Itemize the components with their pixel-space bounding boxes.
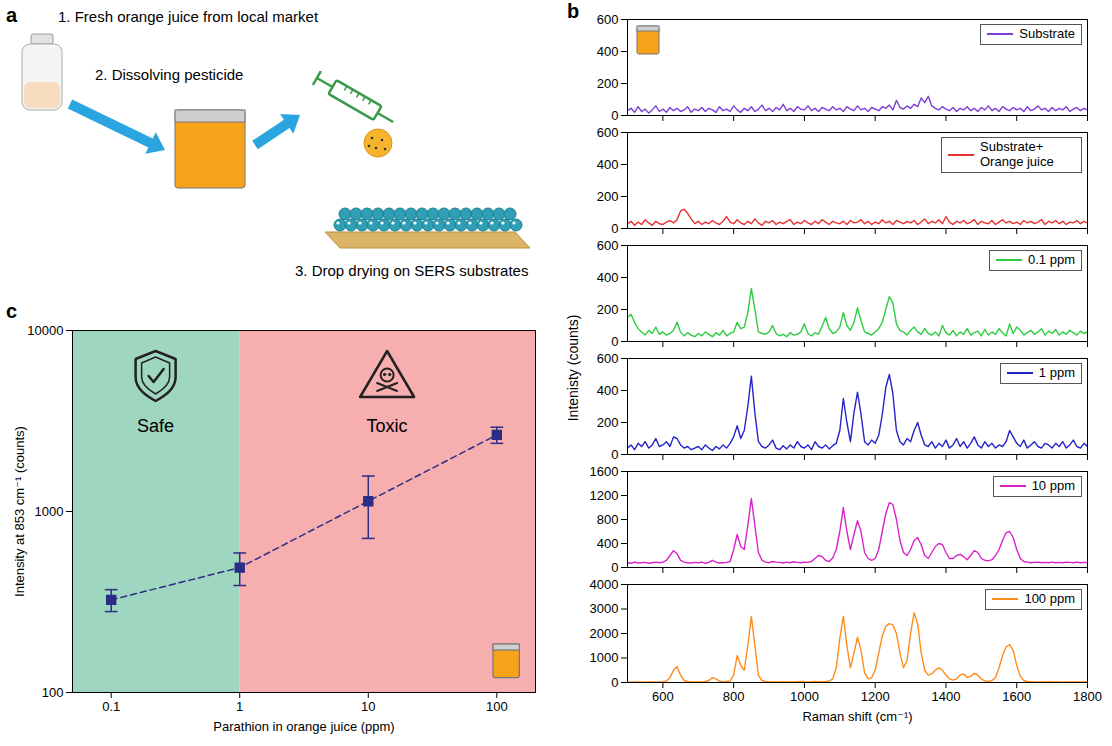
- svg-text:10000: 10000: [27, 323, 63, 338]
- html-text:Substrate: Substrate: [1019, 26, 1075, 41]
- svg-text:1: 1: [236, 699, 243, 714]
- svg-text:200: 200: [597, 189, 619, 204]
- html-text:10 ppm: 10 ppm: [1031, 478, 1075, 493]
- svg-text:600: 600: [597, 238, 619, 253]
- svg-text:3. Drop drying on SERS substra: 3. Drop drying on SERS substrates: [295, 262, 528, 279]
- html-text:100 ppm: 100 ppm: [1024, 591, 1075, 606]
- svg-text:Toxic: Toxic: [367, 416, 408, 436]
- svg-text:0.1: 0.1: [102, 699, 120, 714]
- svg-text:600: 600: [597, 351, 619, 366]
- svg-text:3000: 3000: [590, 601, 619, 616]
- svg-text:600: 600: [652, 689, 674, 704]
- svg-text:Raman shift (cm⁻¹): Raman shift (cm⁻¹): [802, 709, 912, 724]
- svg-text:800: 800: [597, 512, 619, 527]
- svg-text:600: 600: [597, 12, 619, 27]
- svg-text:0: 0: [611, 108, 618, 123]
- svg-text:4000: 4000: [590, 577, 619, 592]
- svg-text:Safe: Safe: [137, 416, 174, 436]
- svg-text:0: 0: [611, 334, 618, 349]
- svg-text:Intenisty (counts): Intenisty (counts): [565, 315, 581, 422]
- svg-text:1000: 1000: [35, 504, 64, 519]
- svg-text:2. Dissolving pesticide: 2. Dissolving pesticide: [95, 66, 243, 83]
- svg-text:1000: 1000: [790, 689, 819, 704]
- svg-text:0: 0: [611, 560, 618, 575]
- svg-text:400: 400: [597, 270, 619, 285]
- svg-text:800: 800: [723, 689, 745, 704]
- svg-text:400: 400: [597, 383, 619, 398]
- svg-text:0: 0: [611, 221, 618, 236]
- svg-text:400: 400: [597, 536, 619, 551]
- svg-text:1400: 1400: [932, 689, 961, 704]
- svg-text:100: 100: [42, 685, 64, 700]
- svg-text:2000: 2000: [590, 626, 619, 641]
- html-text:Substrate+ Orange juice: Substrate+ Orange juice: [980, 139, 1054, 169]
- html-text:b: b: [567, 0, 580, 22]
- svg-text:400: 400: [597, 44, 619, 59]
- svg-text:200: 200: [597, 415, 619, 430]
- svg-text:Intensity at 853 cm⁻¹ (counts): Intensity at 853 cm⁻¹ (counts): [12, 426, 27, 597]
- html-text:0.1 ppm: 0.1 ppm: [1028, 252, 1075, 267]
- svg-text:0: 0: [611, 447, 618, 462]
- svg-text:Parathion in orange juice (ppm: Parathion in orange juice (ppm): [213, 719, 394, 734]
- html-text:c: c: [6, 300, 18, 322]
- svg-text:200: 200: [597, 76, 619, 91]
- svg-text:1. Fresh orange juice from loc: 1. Fresh orange juice from local market: [58, 8, 319, 25]
- svg-text:1200: 1200: [590, 488, 619, 503]
- svg-text:a: a: [6, 4, 18, 26]
- svg-text:400: 400: [597, 157, 619, 172]
- svg-text:100: 100: [486, 699, 508, 714]
- svg-text:1600: 1600: [1002, 689, 1031, 704]
- svg-text:1800: 1800: [1073, 689, 1102, 704]
- svg-text:10: 10: [361, 699, 375, 714]
- svg-text:200: 200: [597, 302, 619, 317]
- html-text:1 ppm: 1 ppm: [1038, 365, 1075, 380]
- svg-text:1600: 1600: [590, 464, 619, 479]
- svg-text:1000: 1000: [590, 650, 619, 665]
- svg-text:0: 0: [611, 675, 618, 690]
- svg-text:600: 600: [597, 125, 619, 140]
- svg-text:1200: 1200: [861, 689, 890, 704]
